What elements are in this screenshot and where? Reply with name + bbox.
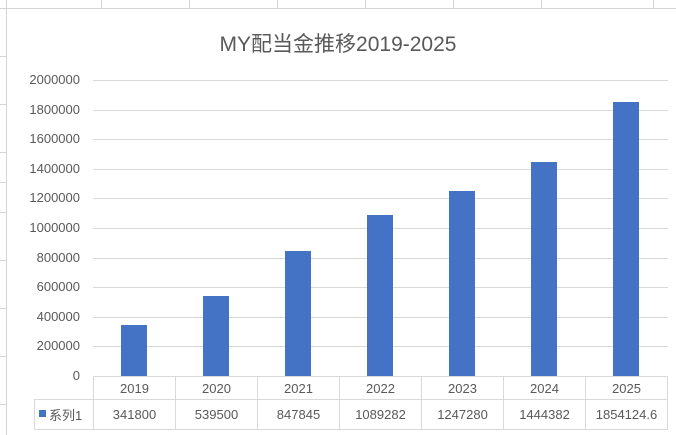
sheet-column-line — [365, 0, 366, 8]
data-table-cell: 341800 — [93, 399, 176, 430]
sheet-row-line — [0, 56, 6, 57]
gridline[interactable] — [93, 169, 668, 170]
bar-2021[interactable] — [285, 251, 311, 376]
category-label: 2024 — [503, 376, 586, 400]
sheet-column-line — [101, 0, 102, 8]
sheet-column-line — [653, 0, 654, 8]
bar-2019[interactable] — [121, 325, 147, 376]
sheet-row-line — [0, 356, 6, 357]
category-label: 2022 — [339, 376, 422, 400]
y-axis-tick-label: 2000000 — [29, 72, 80, 87]
category-label: 2021 — [257, 376, 340, 400]
y-axis-tick-label: 0 — [72, 368, 80, 383]
legend-label: 系列1 — [49, 408, 83, 423]
y-axis-tick-label: 800000 — [36, 250, 80, 265]
y-axis-tick-label: 1200000 — [29, 190, 80, 205]
sheet-row-line — [0, 104, 6, 105]
data-table-cell: 1444382 — [503, 399, 586, 430]
legend-entry[interactable]: 系列1 — [34, 399, 94, 430]
chart-title[interactable]: MY配当金推移2019-2025 — [219, 33, 457, 56]
data-table-cell: 847845 — [257, 399, 340, 430]
category-label: 2025 — [585, 376, 668, 400]
sheet-column-line — [6, 0, 7, 8]
bar-2024[interactable] — [531, 162, 557, 376]
bar-2025[interactable] — [613, 102, 639, 376]
gridline[interactable] — [93, 80, 668, 81]
y-axis-tick-label: 400000 — [36, 309, 80, 324]
data-table-cell: 1247280 — [421, 399, 504, 430]
y-axis-tick-label: 200000 — [36, 338, 80, 353]
y-axis-tick-label: 600000 — [36, 279, 80, 294]
sheet-row-line — [0, 182, 6, 183]
y-axis-tick-label: 1400000 — [29, 161, 80, 176]
data-table-row: 系列1 341800 539500 847845 1089282 1247280 1444… — [34, 399, 668, 430]
data-table-cell: 1089282 — [339, 399, 422, 430]
data-table-cell: 539500 — [175, 399, 258, 430]
chart-area[interactable] — [6, 9, 676, 435]
gridline[interactable] — [93, 110, 668, 111]
y-axis-tick-label: 1600000 — [29, 131, 80, 146]
y-axis-tick-label: 1000000 — [29, 220, 80, 235]
sheet-row-line — [0, 8, 676, 9]
bar-2020[interactable] — [203, 296, 229, 376]
gridline[interactable] — [93, 139, 668, 140]
data-table-cell: 1854124.6 — [585, 399, 668, 430]
category-label: 2020 — [175, 376, 258, 400]
sheet-row-line — [0, 404, 6, 405]
sheet-column-line — [277, 0, 278, 8]
category-label: 2019 — [93, 376, 176, 400]
sheet-row-line — [0, 212, 6, 213]
gridline[interactable] — [93, 198, 668, 199]
data-table-corner — [34, 376, 94, 400]
sheet-row-line — [0, 308, 6, 309]
bar-2023[interactable] — [449, 191, 475, 376]
data-table[interactable]: 2019 2020 2021 2022 2023 2024 2025 系列1 341800 5… — [34, 376, 668, 430]
data-table-header-row: 2019 2020 2021 2022 2023 2024 2025 — [34, 376, 668, 400]
sheet-row-line — [0, 260, 6, 261]
legend-key-icon — [39, 410, 46, 417]
y-axis-tick-label: 1800000 — [29, 102, 80, 117]
category-label: 2023 — [421, 376, 504, 400]
sheet-column-line — [453, 0, 454, 8]
sheet-column-line — [189, 0, 190, 8]
bar-2022[interactable] — [367, 215, 393, 376]
sheet-row-line — [0, 152, 6, 153]
sheet-column-line — [541, 0, 542, 8]
